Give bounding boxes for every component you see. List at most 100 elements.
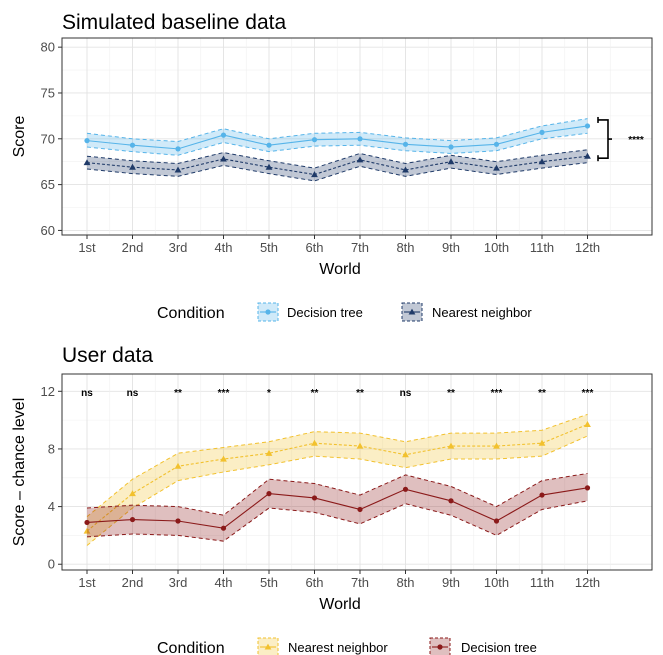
x-tick-label: 1st: [78, 240, 96, 255]
x-tick-label: 2nd: [122, 240, 144, 255]
panel-2: User data 0 4 8 12 1st 2nd 3rd 4th 5th 6th 7th 8th 9t…: [11, 344, 653, 655]
data-point: [220, 455, 227, 462]
ci-lower-0: [86, 132, 588, 156]
data-point: [220, 525, 227, 531]
y-tick-label: 12: [41, 384, 55, 399]
chart-title: Simulated baseline data: [62, 11, 286, 34]
data-point: [493, 164, 500, 171]
ci-lower-1: [86, 500, 588, 542]
legend-label: Decision tree: [287, 305, 363, 320]
data-point: [129, 163, 136, 170]
y-tick-label: 70: [41, 131, 55, 146]
data-point: [129, 142, 136, 148]
data-point: [311, 495, 318, 501]
panel-1: Simulated baseline data 60 65 70 75 80 1st 2nd 3…: [11, 11, 653, 322]
significance-label: ***: [218, 388, 230, 399]
data-point: [584, 123, 591, 129]
legend: Condition Decision tree Nearest neighbor: [157, 302, 532, 322]
x-tick-label: 9th: [442, 240, 460, 255]
data-point: [265, 163, 273, 170]
data-point: [266, 491, 272, 497]
data-point: [83, 527, 91, 534]
x-tick-label: 5th: [260, 575, 278, 590]
legend-title: Condition: [157, 305, 225, 322]
legend-key-marker: [408, 308, 416, 315]
data-point: [311, 137, 318, 143]
data-point: [266, 142, 272, 148]
panel-border: [61, 373, 653, 571]
data-point: [448, 144, 454, 150]
ci-lower-0: [86, 435, 588, 546]
x-axis-label: World: [319, 261, 361, 278]
data-point: [493, 518, 500, 524]
x-tick-label: 9th: [442, 575, 460, 590]
data-point: [584, 152, 591, 159]
x-tick-label: 6th: [305, 575, 323, 590]
y-tick-label: 60: [41, 223, 55, 238]
significance-label: *: [267, 388, 271, 399]
ci-band-1: [87, 149, 588, 181]
x-tick-label: 7th: [351, 575, 369, 590]
data-point: [129, 516, 136, 523]
series-line-0: [86, 423, 588, 532]
x-tick-label: 12th: [575, 240, 600, 255]
significance-label: **: [174, 388, 182, 399]
x-tick-label: 8th: [396, 240, 414, 255]
data-point: [175, 518, 181, 524]
significance-label: **: [311, 388, 319, 399]
ci-upper-1: [86, 149, 588, 169]
y-axis-label: Score – chance level: [11, 398, 28, 547]
significance-label: **: [538, 388, 546, 399]
data-point: [265, 449, 273, 456]
data-point: [402, 451, 409, 458]
data-point: [402, 141, 409, 147]
chart-title: User data: [62, 344, 153, 367]
data-point: [84, 519, 90, 526]
y-axis-label: Score: [11, 116, 28, 158]
x-tick-label: 4th: [214, 575, 232, 590]
x-tick-label: 11th: [530, 240, 554, 255]
ci-band-1: [87, 473, 588, 542]
x-tick-label: 1st: [78, 575, 96, 590]
x-tick-label: 8th: [396, 575, 414, 590]
data-point: [584, 421, 591, 427]
significance-annotation: ****: [628, 135, 644, 146]
x-tick-label: 12th: [575, 575, 600, 590]
y-tick-label: 65: [41, 177, 55, 192]
ci-upper-1: [86, 472, 588, 516]
data-point: [83, 159, 91, 166]
x-tick-label: 6th: [305, 240, 323, 255]
data-point: [311, 439, 318, 446]
data-point: [357, 136, 363, 142]
x-tick-label: 4th: [214, 240, 232, 255]
legend-label: Nearest neighbor: [288, 640, 388, 655]
y-tick-label: 0: [48, 557, 55, 572]
data-point: [220, 132, 227, 138]
x-tick-label: 3rd: [169, 240, 188, 255]
x-tick-label: 7th: [351, 240, 369, 255]
data-point: [584, 485, 591, 491]
x-tick-label: 11th: [530, 575, 554, 590]
legend-label: Decision tree: [461, 640, 537, 655]
data-point: [174, 462, 182, 469]
data-point: [538, 439, 546, 446]
legend: Condition Nearest neighbor Decision tree: [157, 637, 537, 655]
x-tick-label: 10th: [484, 240, 509, 255]
significance-bracket: [598, 119, 612, 159]
data-point: [174, 166, 182, 173]
y-tick-label: 75: [41, 85, 55, 100]
data-point: [84, 138, 90, 144]
ci-band-0: [87, 414, 588, 546]
data-point: [402, 486, 409, 492]
x-tick-label: 2nd: [122, 575, 144, 590]
data-point: [356, 442, 364, 449]
ci-upper-0: [86, 118, 588, 143]
significance-label: ns: [81, 388, 93, 399]
x-tick-label: 3rd: [169, 575, 188, 590]
panel-border: [61, 37, 653, 236]
data-point: [357, 506, 363, 513]
data-point: [175, 146, 181, 152]
legend-key-marker: [265, 309, 271, 315]
data-point: [447, 158, 455, 165]
x-tick-label: 10th: [484, 575, 509, 590]
